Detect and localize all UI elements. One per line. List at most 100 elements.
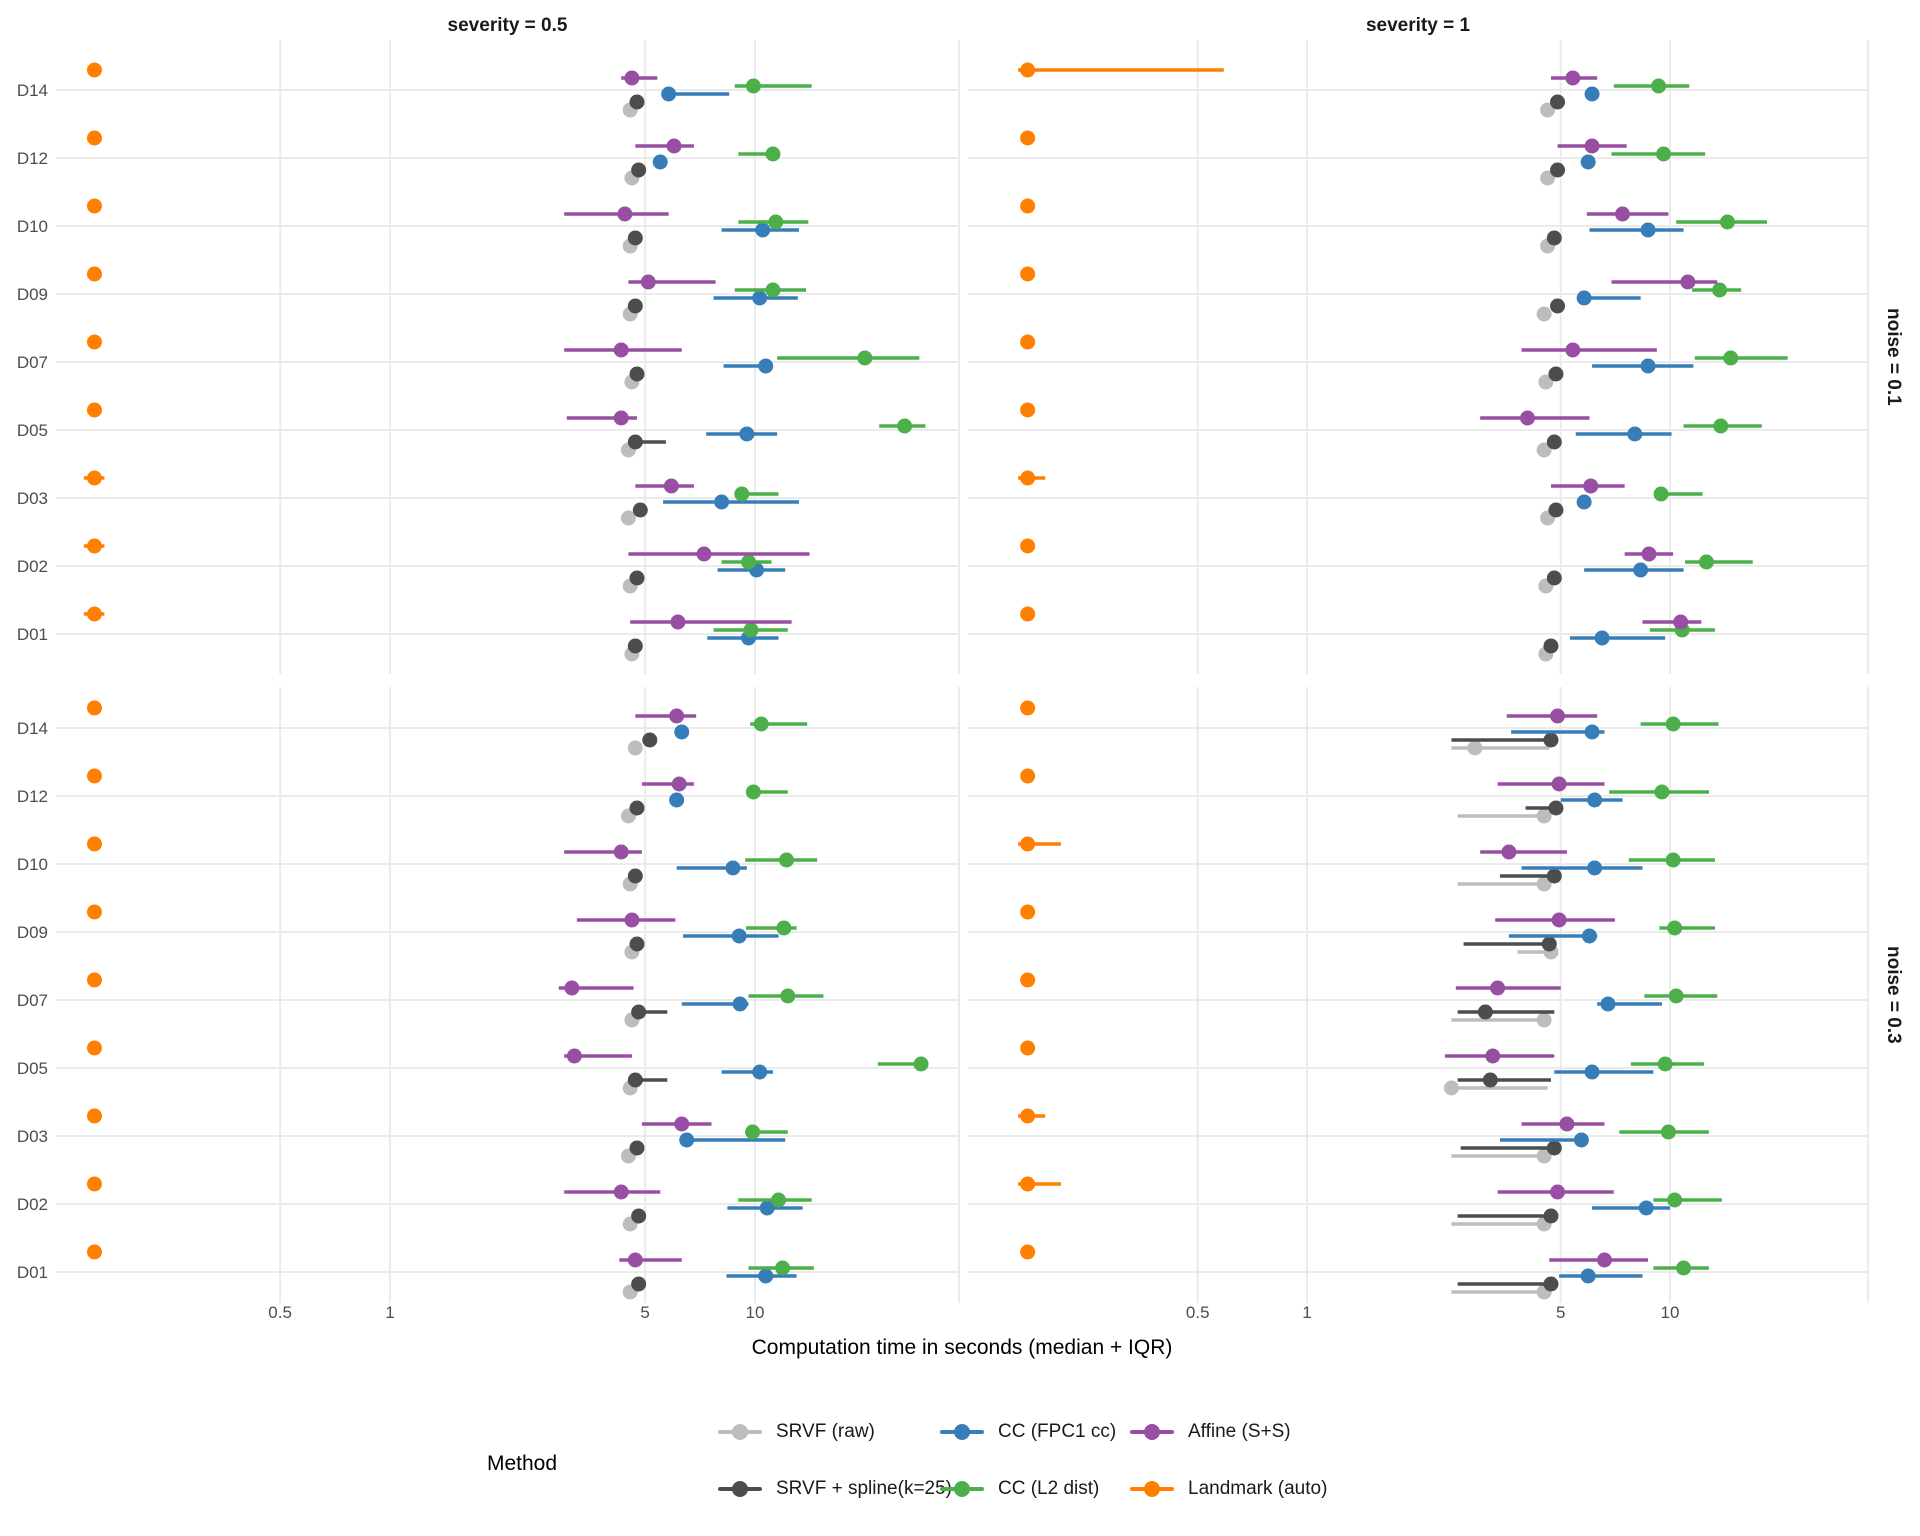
srvf_spline-median-dot <box>1548 502 1564 518</box>
affine-median-dot <box>1673 614 1689 630</box>
pointranges <box>83 62 1788 1300</box>
cc_fpc1-median-dot <box>1633 562 1649 578</box>
cc_l2-median-dot <box>1719 214 1735 230</box>
srvf_raw-median-dot <box>1536 1148 1552 1164</box>
srvf_raw-median-dot <box>1536 306 1552 322</box>
facet-severity-0.5-noise-0.3 <box>86 700 929 1300</box>
srvf_spline-median-dot <box>629 366 645 382</box>
srvf_spline-median-dot <box>1543 732 1559 748</box>
affine-median-dot <box>1565 342 1581 358</box>
affine-median-dot <box>1485 1048 1501 1064</box>
cc_fpc1-median-dot <box>1580 154 1596 170</box>
cc_l2-median-dot <box>1651 78 1667 94</box>
srvf_spline-median-dot <box>1550 298 1566 314</box>
srvf_spline-median-dot <box>627 298 643 314</box>
legend-label: SRVF (raw) <box>776 1421 875 1442</box>
landmark-median-dot <box>1020 836 1036 852</box>
landmark-median-dot <box>86 700 102 716</box>
srvf_spline-median-dot <box>631 1276 647 1292</box>
affine-median-dot <box>1641 546 1657 562</box>
cc_l2-median-dot <box>1676 1260 1692 1276</box>
legend-item-cc-fpc1: CC (FPC1 cc) <box>940 1417 1116 1447</box>
srvf_spline-median-dot <box>627 868 643 884</box>
affine-median-dot <box>1583 478 1599 494</box>
affine-median-dot <box>671 776 687 792</box>
legend-label: Affine (S+S) <box>1188 1421 1291 1442</box>
y-axis-label: D02 <box>17 557 48 576</box>
cc_l2-median-dot <box>1656 146 1672 162</box>
cc_fpc1-median-dot <box>759 1200 775 1216</box>
cc_fpc1-median-dot <box>752 1064 768 1080</box>
cc_fpc1-median-dot <box>1594 630 1610 646</box>
row-D03 <box>83 470 800 526</box>
cc_l2-median-dot <box>743 622 759 638</box>
landmark-median-dot <box>86 470 102 486</box>
landmark-median-dot <box>1020 538 1036 554</box>
row-D05 <box>1020 1040 1704 1096</box>
y-axis-label: D01 <box>17 1263 48 1282</box>
srvf_spline-median-dot <box>632 502 648 518</box>
cc_l2-median-dot <box>745 1124 761 1140</box>
row-D09 <box>1020 266 1742 322</box>
srvf_raw-median-dot <box>1536 876 1552 892</box>
cc_fpc1-median-dot <box>674 724 690 740</box>
facet-strip-noise-0.1: noise = 0.1 <box>1883 308 1904 406</box>
affine-median-dot <box>613 844 629 860</box>
srvf_raw-median-dot <box>1540 102 1556 118</box>
legend-item-landmark: Landmark (auto) <box>1130 1474 1327 1504</box>
legend-label: SRVF + spline(k=25) <box>776 1478 953 1499</box>
cc_l2-median-dot <box>734 486 750 502</box>
cc_fpc1-median-dot <box>758 358 774 374</box>
landmark-median-dot <box>86 198 102 214</box>
srvf_raw-median-dot <box>1536 808 1552 824</box>
affine-median-dot <box>1551 912 1567 928</box>
cc_fpc1-median-dot <box>1581 928 1597 944</box>
landmark-median-dot <box>86 1040 102 1056</box>
row-D07 <box>86 334 920 390</box>
cc_fpc1-median-dot <box>1600 996 1616 1012</box>
row-D14 <box>86 62 812 118</box>
landmark-median-dot <box>86 266 102 282</box>
cc_l2-median-dot <box>776 920 792 936</box>
srvf_spline-median-dot <box>1548 366 1564 382</box>
y-axis-label: D09 <box>17 923 48 942</box>
srvf_spline-median-dot <box>1543 1208 1559 1224</box>
cc_fpc1-median-dot <box>731 928 747 944</box>
cc_l2-median-dot <box>1665 852 1681 868</box>
landmark-median-dot <box>86 62 102 78</box>
srvf_spline-median-dot <box>1543 638 1559 654</box>
srvf_raw-median-dot <box>1536 1012 1552 1028</box>
cc_fpc1-median-dot <box>1573 1132 1589 1148</box>
landmark-median-dot <box>1020 904 1036 920</box>
cc_fpc1-median-dot <box>1587 792 1603 808</box>
cc_fpc1-median-dot <box>1640 222 1656 238</box>
cc_fpc1-median-dot <box>1638 1200 1654 1216</box>
row-D14 <box>1018 62 1690 118</box>
srvf_spline-median-dot <box>1548 800 1564 816</box>
row-D03 <box>86 1108 788 1164</box>
x-tick-label: 10 <box>1661 1303 1680 1322</box>
x-axis-title: Computation time in seconds (median + IQ… <box>751 1336 1173 1359</box>
cc_l2-median-dot <box>768 214 784 230</box>
srvf_spline-median-dot <box>1546 230 1562 246</box>
srvf_spline-median-dot <box>642 732 658 748</box>
srvf_raw-median-dot <box>620 510 636 526</box>
legend-item-srvf-raw: SRVF (raw) <box>718 1417 875 1447</box>
landmark-median-dot <box>1020 130 1036 146</box>
affine-median-dot <box>613 342 629 358</box>
cc_l2-median-dot <box>897 418 913 434</box>
cc_fpc1-median-dot <box>752 290 768 306</box>
landmark-median-dot <box>86 904 102 920</box>
cc_fpc1-median-dot <box>725 860 741 876</box>
affine-key-icon <box>1130 1417 1174 1447</box>
landmark-median-dot <box>1020 972 1036 988</box>
cc_l2-median-dot <box>1653 486 1669 502</box>
cc_fpc1-median-dot <box>714 494 730 510</box>
affine-median-dot <box>669 708 685 724</box>
row-D09 <box>1020 904 1715 960</box>
y-axis-label: D01 <box>17 625 48 644</box>
row-D12 <box>86 130 781 186</box>
row-D03 <box>1018 470 1703 526</box>
landmark-median-dot <box>1020 266 1036 282</box>
